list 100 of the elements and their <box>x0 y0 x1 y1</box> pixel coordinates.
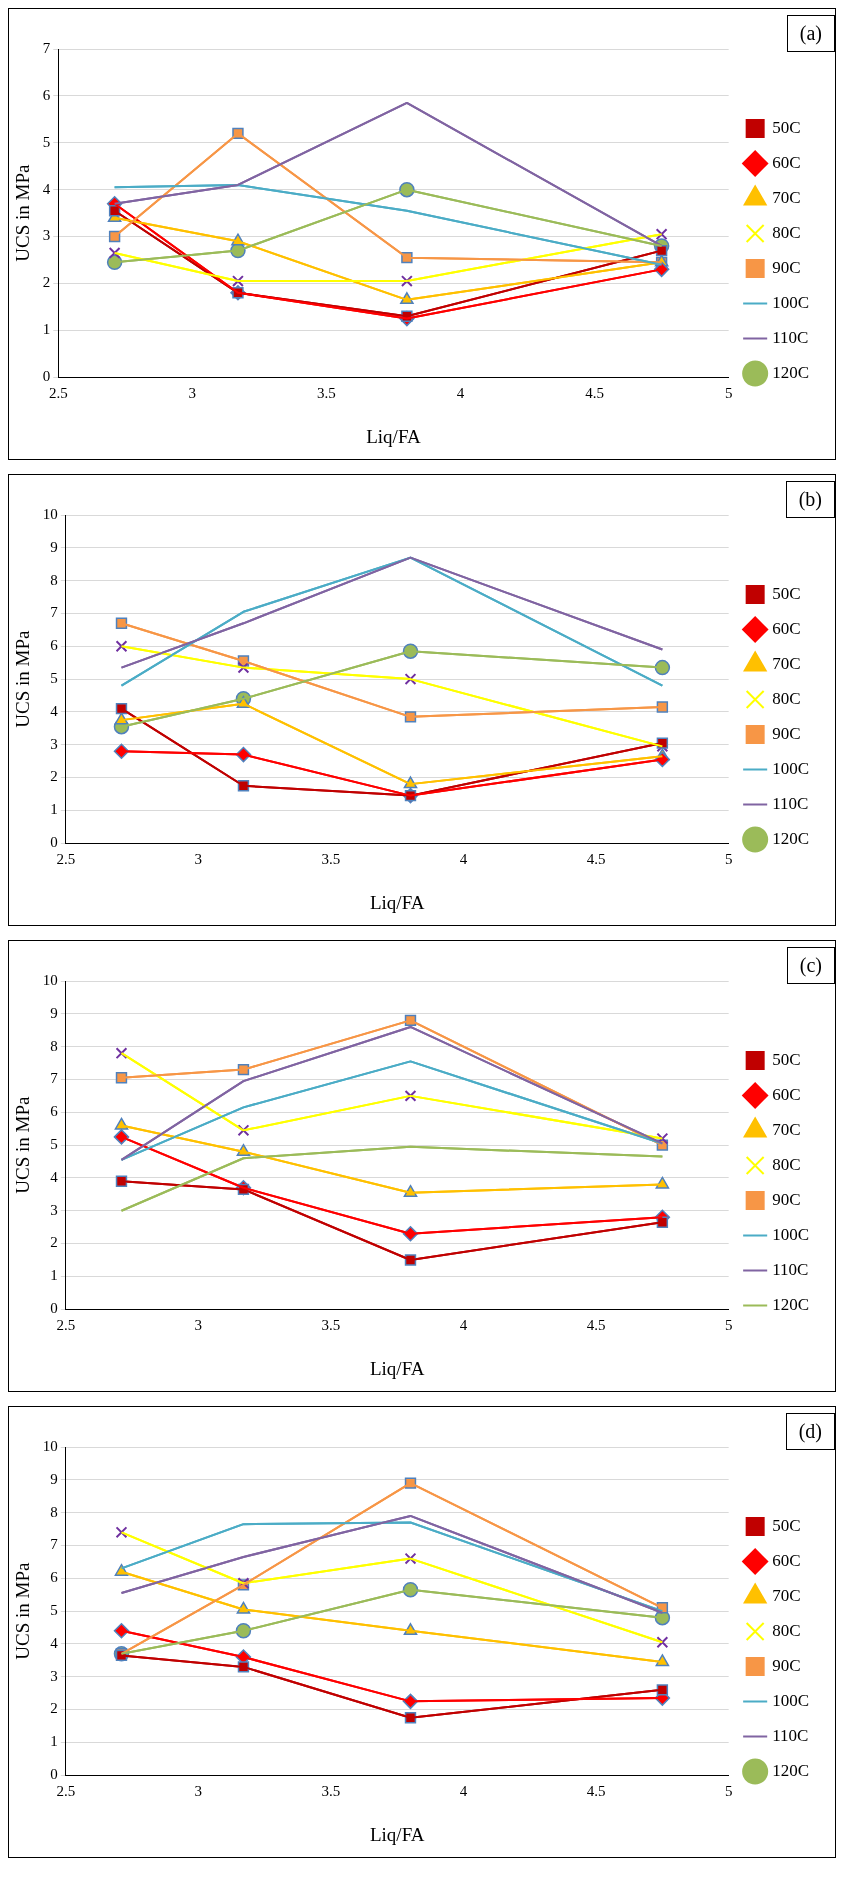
y-tick-label: 9 <box>50 1004 58 1021</box>
y-tick-label: 8 <box>50 1037 58 1054</box>
y-tick-label: 2 <box>50 768 58 785</box>
legend-label: 50C <box>772 1049 801 1069</box>
x-tick-label: 2.5 <box>56 851 76 868</box>
y-tick-label: 6 <box>50 637 59 654</box>
y-tick-label: 6 <box>50 1103 59 1120</box>
text: (c) <box>786 947 835 984</box>
y-tick-label: 7 <box>50 1536 59 1553</box>
y-tick-label: 9 <box>50 538 58 555</box>
y-tick-label: 1 <box>42 321 51 338</box>
legend-label: 100C <box>772 758 809 778</box>
legend-label: 120C <box>772 1760 809 1780</box>
legend-label: 70C <box>772 1585 801 1605</box>
x-tick-label: 3.5 <box>321 851 341 868</box>
legend-label: 110C <box>772 327 809 347</box>
y-tick-label: 1 <box>50 1267 58 1284</box>
x-tick-label: 3 <box>188 385 197 402</box>
x-tick-label: 2.5 <box>48 385 68 402</box>
x-axis-title: Liq/FA <box>369 1823 425 1845</box>
legend-label: 50C <box>772 583 801 603</box>
x-tick-label: 3 <box>194 851 203 868</box>
y-tick-label: 0 <box>50 1300 58 1317</box>
legend-label: 120C <box>772 362 809 382</box>
legend-label: 90C <box>772 257 801 277</box>
legend-label: 50C <box>772 1515 801 1535</box>
y-tick-label: 5 <box>50 1136 58 1153</box>
legend-label: 80C <box>772 222 801 242</box>
y-tick-label: 0 <box>50 1766 58 1783</box>
legend-label: 70C <box>772 187 801 207</box>
x-tick-label: 4.5 <box>585 385 604 402</box>
y-tick-label: 3 <box>42 227 51 244</box>
x-tick-label: 4 <box>456 385 465 402</box>
legend-label: 70C <box>772 1119 801 1139</box>
x-tick-label: 3 <box>194 1317 203 1334</box>
legend-label: 90C <box>772 1655 801 1675</box>
y-tick-label: 2 <box>50 1234 58 1251</box>
x-tick-label: 3 <box>194 1783 203 1800</box>
x-tick-label: 4 <box>459 1783 468 1800</box>
y-tick-label: 4 <box>50 1634 59 1651</box>
legend-label: 110C <box>772 1725 809 1745</box>
y-tick-label: 6 <box>50 1569 59 1586</box>
legend-label: 100C <box>772 1690 809 1710</box>
y-axis-title: UCS in MPa <box>12 1561 34 1660</box>
y-tick-label: 8 <box>50 571 58 588</box>
y-tick-label: 5 <box>50 670 58 687</box>
y-tick-label: 10 <box>42 505 58 522</box>
y-tick-label: 2 <box>50 1700 58 1717</box>
x-tick-label: 2.5 <box>56 1783 76 1800</box>
text: (a) <box>786 15 835 52</box>
x-tick-label: 3.5 <box>321 1317 341 1334</box>
legend-label: 90C <box>772 723 801 743</box>
y-tick-label: 7 <box>42 39 51 56</box>
legend-label: 110C <box>772 793 809 813</box>
x-tick-label: 3.5 <box>317 385 336 402</box>
x-axis-title: Liq/FA <box>366 425 422 447</box>
legend-label: 80C <box>772 688 801 708</box>
legend-label: 120C <box>772 828 809 848</box>
legend-label: 80C <box>772 1620 801 1640</box>
x-axis-title: Liq/FA <box>369 1357 425 1379</box>
y-tick-label: 4 <box>42 180 51 197</box>
y-tick-label: 3 <box>50 1667 58 1684</box>
y-axis-title: UCS in MPa <box>12 1095 34 1194</box>
text: (b) <box>785 481 835 518</box>
y-tick-label: 2 <box>42 274 51 291</box>
legend-label: 90C <box>772 1189 801 1209</box>
legend-label: 50C <box>772 117 801 137</box>
legend-label: 60C <box>772 1550 801 1570</box>
y-tick-label: 8 <box>50 1503 58 1520</box>
y-tick-label: 4 <box>50 1168 59 1185</box>
x-tick-label: 4.5 <box>586 1783 606 1800</box>
y-tick-label: 5 <box>50 1602 58 1619</box>
y-tick-label: 3 <box>50 1201 58 1218</box>
legend-label: 60C <box>772 152 801 172</box>
legend-label: 60C <box>772 618 801 638</box>
legend-label: 120C <box>772 1294 809 1314</box>
x-tick-label: 3.5 <box>321 1783 341 1800</box>
x-tick-label: 5 <box>724 851 733 868</box>
legend-label: 100C <box>772 292 809 312</box>
y-tick-label: 3 <box>50 735 58 752</box>
y-tick-label: 1 <box>50 801 58 818</box>
y-tick-label: 7 <box>50 1070 59 1087</box>
legend-label: 80C <box>772 1154 801 1174</box>
y-tick-label: 4 <box>50 702 59 719</box>
text: (d) <box>785 1413 835 1450</box>
x-tick-label: 2.5 <box>56 1317 76 1334</box>
x-tick-label: 5 <box>724 385 733 402</box>
x-tick-label: 5 <box>724 1783 733 1800</box>
x-tick-label: 5 <box>724 1317 733 1334</box>
y-axis-title: UCS in MPa <box>12 163 34 262</box>
y-tick-label: 6 <box>42 86 51 103</box>
y-axis-title: UCS in MPa <box>12 629 34 728</box>
x-tick-label: 4.5 <box>586 851 606 868</box>
legend-label: 60C <box>772 1084 801 1104</box>
x-tick-label: 4.5 <box>586 1317 606 1334</box>
legend-label: 70C <box>772 653 801 673</box>
y-tick-label: 1 <box>50 1733 58 1750</box>
y-tick-label: 5 <box>42 133 51 150</box>
legend-label: 100C <box>772 1224 809 1244</box>
x-tick-label: 4 <box>459 851 468 868</box>
